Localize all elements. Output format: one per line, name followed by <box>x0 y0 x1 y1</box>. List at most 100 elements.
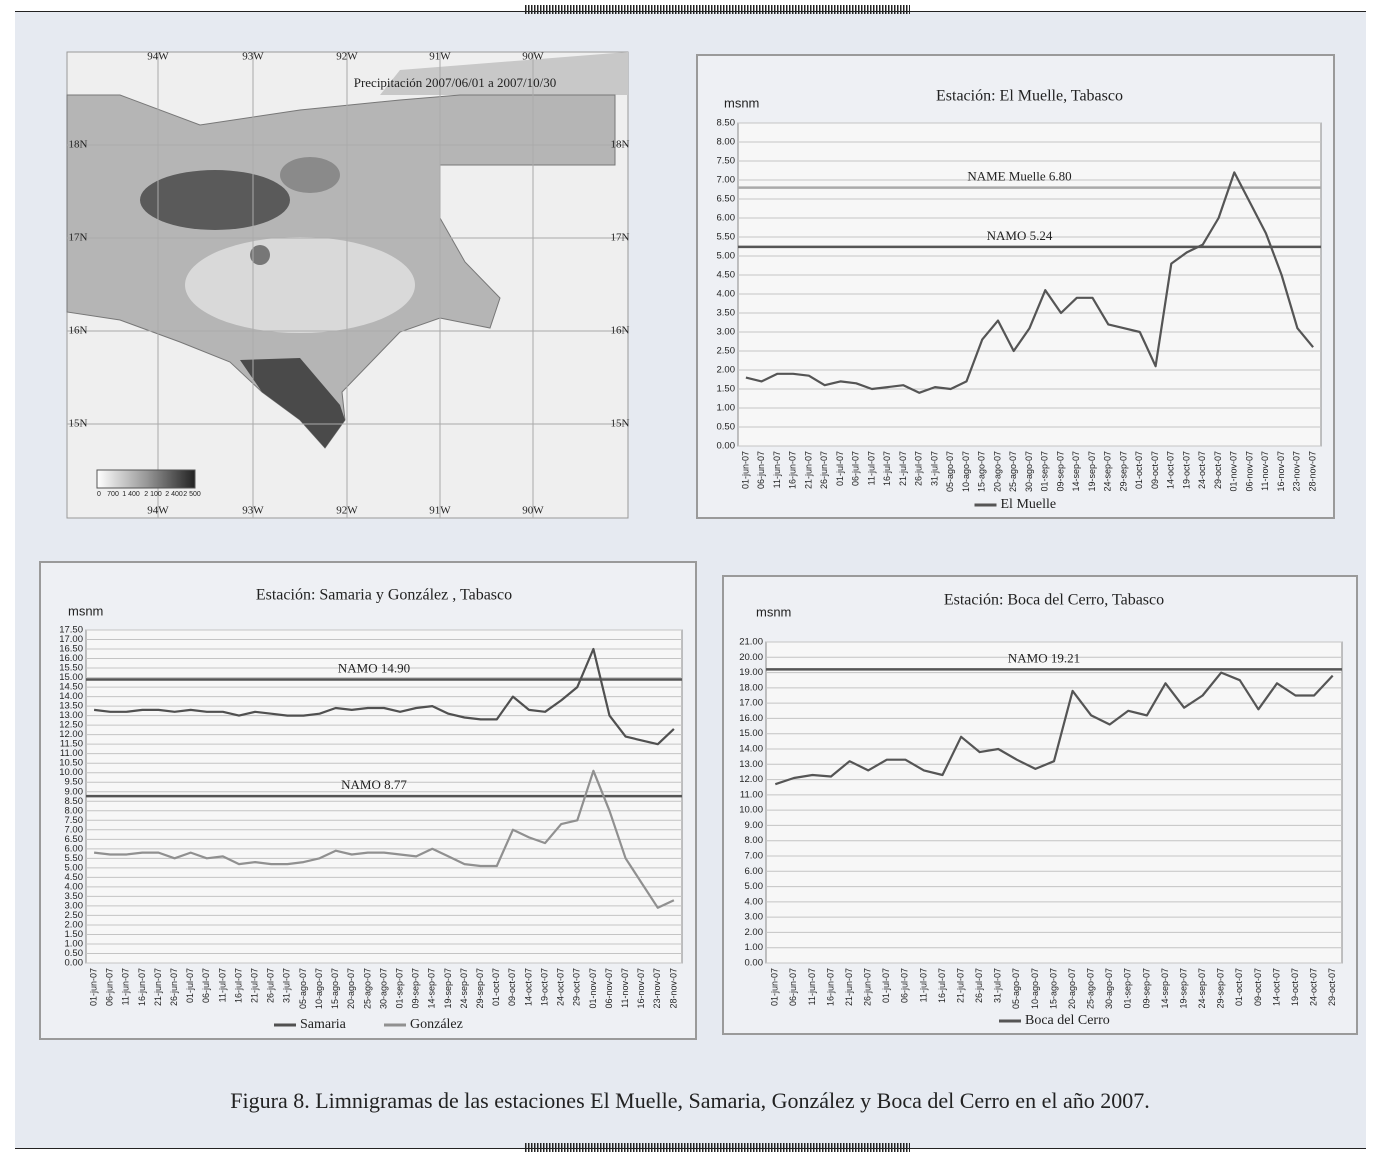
map-lon-label: 91W <box>429 505 451 517</box>
y-tick-label: 16.00 <box>739 713 763 724</box>
x-tick-label: 11-nov-07 <box>620 968 630 1008</box>
x-tick-label: 16-jul-07 <box>882 451 892 486</box>
y-tick-label: 9.00 <box>65 786 84 797</box>
x-tick-label: 01-sep-07 <box>1040 451 1050 492</box>
y-tick-label: 16.00 <box>59 653 83 664</box>
x-tick-label: 24-sep-07 <box>459 968 469 1009</box>
y-tick-label: 4.00 <box>717 289 736 300</box>
x-tick-label: 28-nov-07 <box>668 968 678 1009</box>
x-tick-label: 15-ago-07 <box>1048 968 1058 1009</box>
legend-label: Boca del Cerro <box>1025 1013 1110 1028</box>
legend-label: Samaria <box>300 1017 347 1032</box>
y-tick-label: 6.50 <box>65 834 84 845</box>
x-tick-label: 26-jun-07 <box>819 451 829 489</box>
reference-label: NAMO 8.77 <box>341 777 407 792</box>
legend-label: González <box>410 1017 463 1032</box>
y-tick-label: 2.00 <box>745 927 764 938</box>
chart: Estación: Boca del Cerro, Tabasco msnm 0.0… <box>722 575 1358 1035</box>
map-lon-label: 91W <box>429 51 451 63</box>
x-tick-label: 06-jul-07 <box>851 451 861 486</box>
x-tick-label: 11-jul-07 <box>866 451 876 485</box>
x-tick-label: 01-jun-07 <box>88 968 98 1006</box>
y-tick-label: 1.50 <box>65 929 84 940</box>
x-tick-label: 14-oct-07 <box>1271 968 1281 1006</box>
x-tick-label: 05-ago-07 <box>945 451 955 492</box>
x-tick-label: 10-ago-07 <box>1030 968 1040 1009</box>
x-tick-label: 24-oct-07 <box>1309 968 1319 1006</box>
map-title: Precipitación 2007/06/01 a 2007/10/30 <box>354 75 557 90</box>
x-tick-label: 29-sep-07 <box>475 968 485 1009</box>
x-tick-label: 26-jul-07 <box>266 968 276 1003</box>
map-lon-label: 92W <box>336 505 358 517</box>
x-tick-label: 16-jun-07 <box>788 451 798 489</box>
x-tick-label: 19-sep-07 <box>1087 451 1097 492</box>
y-tick-label: 14.00 <box>59 691 83 702</box>
y-tick-label: 18.00 <box>739 682 763 693</box>
map-lon-label: 94W <box>147 505 169 517</box>
x-tick-label: 06-jun-07 <box>105 968 115 1006</box>
x-tick-label: 20-ago-07 <box>1067 968 1077 1009</box>
reference-label: NAMO 19.21 <box>1008 650 1080 665</box>
x-tick-label: 01-jun-07 <box>770 968 780 1006</box>
y-axis-label: msnm <box>68 603 103 618</box>
x-tick-label: 01-oct-07 <box>491 968 501 1006</box>
reference-label: NAMO 14.90 <box>338 660 410 675</box>
x-tick-label: 11-jul-07 <box>217 968 227 1002</box>
x-tick-label: 09-sep-07 <box>411 968 421 1009</box>
y-tick-label: 8.00 <box>65 805 84 816</box>
x-tick-label: 14-sep-07 <box>1160 968 1170 1009</box>
y-tick-label: 1.00 <box>745 942 764 953</box>
x-tick-label: 05-ago-07 <box>1011 968 1021 1009</box>
x-tick-label: 31-jul-07 <box>929 451 939 486</box>
x-tick-label: 24-oct-07 <box>556 968 566 1006</box>
x-tick-label: 06-nov-07 <box>1244 451 1254 492</box>
x-tick-label: 24-oct-07 <box>1197 451 1207 489</box>
x-tick-label: 16-nov-07 <box>636 968 646 1009</box>
x-tick-label: 25-ago-07 <box>1008 451 1018 492</box>
x-tick-label: 01-jul-07 <box>835 451 845 486</box>
y-tick-label: 0.00 <box>717 441 736 452</box>
plot-area <box>765 641 1343 964</box>
map-lat-label: 16N <box>69 325 88 337</box>
x-tick-label: 06-jun-07 <box>756 451 766 489</box>
y-tick-label: 5.00 <box>717 251 736 262</box>
x-tick-label: 21-jun-07 <box>153 968 163 1006</box>
y-tick-label: 8.00 <box>745 835 764 846</box>
reference-label: NAMO 5.24 <box>987 228 1053 243</box>
y-tick-label: 6.00 <box>65 843 84 854</box>
y-tick-label: 3.00 <box>65 900 84 911</box>
map-lon-label: 93W <box>242 51 264 63</box>
y-tick-label: 20.00 <box>739 652 763 663</box>
x-tick-label: 01-oct-07 <box>1134 451 1144 489</box>
x-tick-label: 01-nov-07 <box>1229 451 1239 492</box>
x-tick-label: 15-ago-07 <box>330 968 340 1009</box>
x-tick-label: 01-sep-07 <box>1123 968 1133 1009</box>
map-lat-label: 16N <box>611 325 630 337</box>
x-tick-label: 15-ago-07 <box>977 451 987 492</box>
map-legend-bar <box>96 469 196 489</box>
y-tick-label: 9.50 <box>65 777 84 788</box>
y-tick-label: 13.50 <box>59 701 83 712</box>
chart-title: Estación: Boca del Cerro, Tabasco <box>944 592 1164 609</box>
x-tick-label: 24-sep-07 <box>1103 451 1113 492</box>
x-tick-label: 16-jun-07 <box>137 968 147 1006</box>
x-tick-label: 01-jul-07 <box>185 968 195 1003</box>
y-tick-label: 8.50 <box>65 796 84 807</box>
y-tick-label: 0.50 <box>65 948 84 959</box>
y-tick-label: 19.00 <box>739 667 763 678</box>
y-tick-label: 15.50 <box>59 663 83 674</box>
y-tick-label: 10.00 <box>59 767 83 778</box>
y-tick-label: 14.00 <box>739 744 763 755</box>
x-tick-label: 06-jun-07 <box>788 968 798 1006</box>
x-tick-label: 21-jul-07 <box>250 968 260 1003</box>
x-tick-label: 23-nov-07 <box>652 968 662 1009</box>
x-tick-label: 23-nov-07 <box>1292 451 1302 492</box>
x-tick-label: 09-sep-07 <box>1055 451 1065 492</box>
x-tick-label: 19-sep-07 <box>443 968 453 1009</box>
x-tick-label: 21-jul-07 <box>898 451 908 486</box>
y-tick-label: 8.50 <box>717 118 736 129</box>
y-tick-label: 7.50 <box>65 815 84 826</box>
x-tick-label: 01-jul-07 <box>881 968 891 1003</box>
y-tick-label: 4.00 <box>65 881 84 892</box>
